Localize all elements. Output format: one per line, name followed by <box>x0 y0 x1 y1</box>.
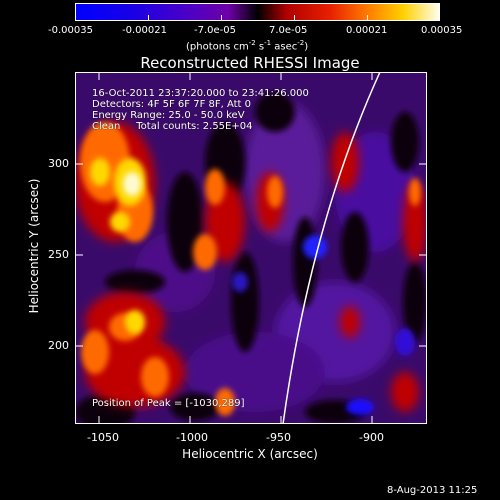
colorbar-tick-label: -0.00035 <box>48 25 93 36</box>
y-tick-label: 250 <box>48 248 69 261</box>
rhessi-image <box>75 72 427 424</box>
colorbar-tick-label: 0.00035 <box>421 25 463 36</box>
colorbar <box>75 3 440 21</box>
plot-title: Reconstructed RHESSI Image <box>140 54 360 72</box>
peak-position-annotation: Position of Peak = [-1030,289] <box>92 398 245 409</box>
energy-range-annotation: Energy Range: 25.0 - 50.0 keV <box>92 110 245 121</box>
clean-counts-annotation: Clean Total counts: 2.55E+04 <box>92 121 253 132</box>
colorbar-units: (photons cm-2 s-1 asec-2) <box>186 39 309 53</box>
limb-line <box>282 72 381 424</box>
y-axis-label: Heliocentric Y (arcsec) <box>27 178 41 314</box>
y-tick-label: 300 <box>48 157 69 170</box>
colorbar-tick-label: -7.0e-05 <box>194 25 236 36</box>
colorbar-tick-label: 0.00021 <box>346 25 388 36</box>
x-tick-label: -1050 <box>87 431 119 444</box>
x-tick-label: -1000 <box>176 431 208 444</box>
x-axis-label: Heliocentric X (arcsec) <box>182 447 318 461</box>
time-range-annotation: 16-Oct-2011 23:37:20.000 to 23:41:26.000 <box>92 88 309 99</box>
colorbar-tick-label: -0.00021 <box>122 25 167 36</box>
colorbar-tick-label: 7.0e-05 <box>269 25 308 36</box>
detectors-annotation: Detectors: 4F 5F 6F 7F 8F, Att 0 <box>92 99 252 110</box>
x-tick-label: -900 <box>359 431 384 444</box>
y-tick-label: 200 <box>48 339 69 352</box>
x-tick-label: -950 <box>266 431 291 444</box>
render-date: 8-Aug-2013 11:25 <box>387 485 478 496</box>
